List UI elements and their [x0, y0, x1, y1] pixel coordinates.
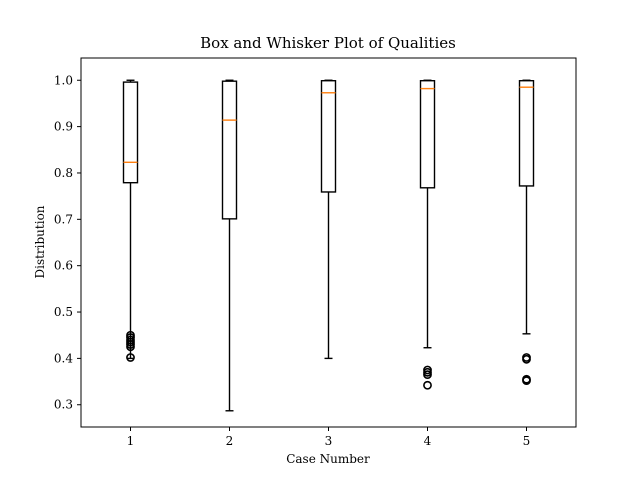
y-tick-label: 0.5: [54, 305, 73, 319]
y-tick-label: 0.7: [54, 212, 73, 226]
box-body: [320, 80, 337, 193]
box-body: [221, 80, 238, 220]
y-tick-label: 0.6: [54, 259, 73, 273]
x-tick-label: 2: [226, 434, 234, 448]
y-tick-label: 0.3: [54, 398, 73, 412]
outlier-point: [126, 330, 135, 340]
x-tick-label: 5: [523, 434, 531, 448]
x-tick-label: 1: [127, 434, 135, 448]
outlier-point: [522, 374, 531, 384]
outlier-point: [126, 353, 135, 362]
x-axis-label: Case Number: [286, 452, 370, 466]
box-body: [518, 80, 535, 187]
y-tick-label: 0.4: [54, 351, 73, 365]
y-tick-label: 0.8: [54, 166, 73, 180]
x-tick-label: 4: [424, 434, 432, 448]
y-tick-label: 0.9: [54, 120, 73, 134]
outlier-point: [423, 365, 432, 375]
plot-area: [122, 79, 535, 412]
x-tick-label: 3: [325, 434, 333, 448]
y-tick-label: 1.0: [54, 73, 73, 87]
chart-title: Box and Whisker Plot of Qualities: [200, 34, 456, 52]
y-axis-label: Distribution: [33, 205, 47, 278]
outlier-point: [423, 380, 432, 390]
box-body: [122, 81, 139, 184]
outlier-point: [522, 353, 531, 362]
box-body: [419, 80, 436, 189]
